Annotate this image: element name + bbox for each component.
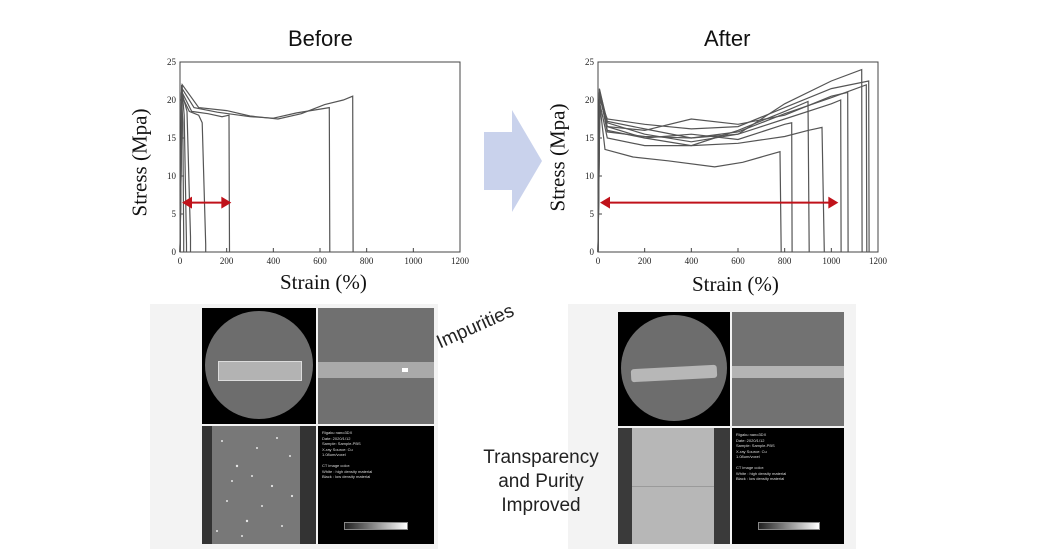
- x-tick-label: 1000: [404, 256, 423, 266]
- info-line: X-ray Source: Cu: [322, 446, 353, 452]
- before-ct-montage: Rigaku nano3DX Date: 2020/1/12 Sample: Sam…: [150, 304, 438, 549]
- plot-area: 0 200 400 600 800 1000 1200 0 5 10 15 20 25: [167, 57, 470, 266]
- info-line: Date: 2020/1/12: [736, 437, 765, 443]
- plot-frame: [597, 61, 879, 253]
- after-ct-info-panel: Rigaku nano3DX Date: 2020/1/12 Sample: Sam…: [732, 428, 844, 544]
- after-colorbar: [758, 522, 820, 530]
- info-line: X-ray Source: Cu: [736, 448, 767, 454]
- series-line-sample-2: [597, 92, 825, 253]
- x-tick-label: 600: [731, 256, 745, 266]
- series-line-sample-5: [597, 83, 868, 253]
- x-tick-label: 200: [220, 256, 234, 266]
- x-tick-label: 200: [638, 256, 652, 266]
- y-tick-label: 15: [167, 133, 177, 143]
- info-line: Rigaku nano3DX: [736, 432, 767, 437]
- info-line: Black : low density material: [736, 476, 785, 481]
- range-arrow-head-left: [600, 196, 610, 209]
- y-tick-label: 10: [585, 171, 595, 181]
- after-ylabel: Stress (Mpa): [545, 103, 570, 212]
- y-tick-label: 0: [172, 247, 177, 257]
- transparency-line-1: Transparency: [483, 447, 599, 468]
- x-tick-label: 600: [313, 256, 327, 266]
- series-line-sample-3: [597, 88, 842, 253]
- x-tick-label: 1000: [822, 256, 841, 266]
- x-tick-label: 0: [596, 256, 601, 266]
- transparency-line-3: Improved: [501, 495, 581, 516]
- range-arrow-head-right: [221, 196, 232, 209]
- after-ct-montage: Rigaku nano3DX Date: 2020/1/12 Sample: Sam…: [568, 304, 856, 549]
- y-tick-label: 15: [585, 133, 595, 143]
- y-tick-label: 10: [167, 171, 177, 181]
- after-ct-top-view: [618, 312, 730, 426]
- info-line: White : high density material: [736, 470, 787, 476]
- y-tick-label: 0: [590, 247, 595, 257]
- transparency-caption: Transparency and Purity Improved: [466, 446, 616, 518]
- series-line-sample-7: [597, 68, 863, 253]
- y-tick-label: 25: [585, 57, 595, 67]
- x-tick-label: 800: [778, 256, 792, 266]
- x-tick-label: 800: [360, 256, 374, 266]
- info-line: White : high density material: [322, 468, 373, 474]
- before-xlabel: Strain (%): [280, 270, 367, 294]
- info-line: Black : low density material: [322, 474, 371, 479]
- before-ylabel: Stress (Mpa): [127, 108, 152, 217]
- x-tick-label: 400: [267, 256, 281, 266]
- info-line: Sample: Sample-PBS: [736, 443, 775, 448]
- transparency-line-2: and Purity: [498, 471, 584, 492]
- x-tick-label: 1200: [869, 256, 888, 266]
- x-tick-label: 0: [178, 256, 183, 266]
- y-tick-label: 5: [590, 209, 595, 219]
- info-line: 1.08um/voxel: [322, 452, 346, 457]
- before-ct-top-view: [202, 308, 316, 424]
- after-xlabel: Strain (%): [692, 272, 779, 296]
- series-line-sample-6: [597, 80, 870, 253]
- before-colorbar: [344, 522, 408, 530]
- before-stress-strain-chart: 0 200 400 600 800 1000 1200 0 5 10 15 20 25: [167, 57, 470, 266]
- y-tick-label: 20: [585, 95, 595, 105]
- plot-area: 0 200 400 600 800 1000 1200 0 5 10 15 20 25: [585, 57, 888, 266]
- x-tick-label: 400: [685, 256, 699, 266]
- plot-frame: [179, 61, 461, 253]
- series-line-sample-1: [597, 99, 782, 253]
- info-line: CT image color:: [736, 465, 765, 470]
- range-arrow-head-right: [828, 196, 839, 209]
- info-line: Rigaku nano3DX: [322, 430, 353, 435]
- series-line-sample-4: [597, 91, 849, 253]
- range-arrow-head-left: [182, 196, 192, 209]
- y-tick-label: 25: [167, 57, 177, 67]
- info-line: Date: 2020/1/12: [322, 435, 351, 441]
- before-ct-side-view: [318, 308, 434, 424]
- after-title: After: [704, 26, 751, 51]
- info-line: CT image color:: [322, 463, 351, 468]
- before-ct-slice-view: [202, 426, 316, 544]
- impurities-label: Impurities: [433, 300, 518, 354]
- y-tick-label: 20: [167, 95, 177, 105]
- after-ct-side-view: [732, 312, 844, 426]
- series-line-sample-8: [597, 100, 810, 253]
- after-stress-strain-chart: 0 200 400 600 800 1000 1200 0 5 10 15 20 25: [585, 57, 888, 266]
- after-ct-slice-view: [618, 428, 730, 544]
- series-line-sample-9: [597, 96, 793, 253]
- info-line: Sample: Sample-PBS: [322, 441, 361, 446]
- series-line-sample-7: [179, 82, 354, 253]
- before-title: Before: [288, 26, 353, 51]
- info-line: 1.08um/voxel: [736, 454, 760, 459]
- x-tick-label: 1200: [451, 256, 470, 266]
- y-tick-label: 5: [172, 209, 177, 219]
- flow-arrow-icon: [484, 110, 542, 212]
- before-ct-info-panel: Rigaku nano3DX Date: 2020/1/12 Sample: Sam…: [318, 426, 434, 544]
